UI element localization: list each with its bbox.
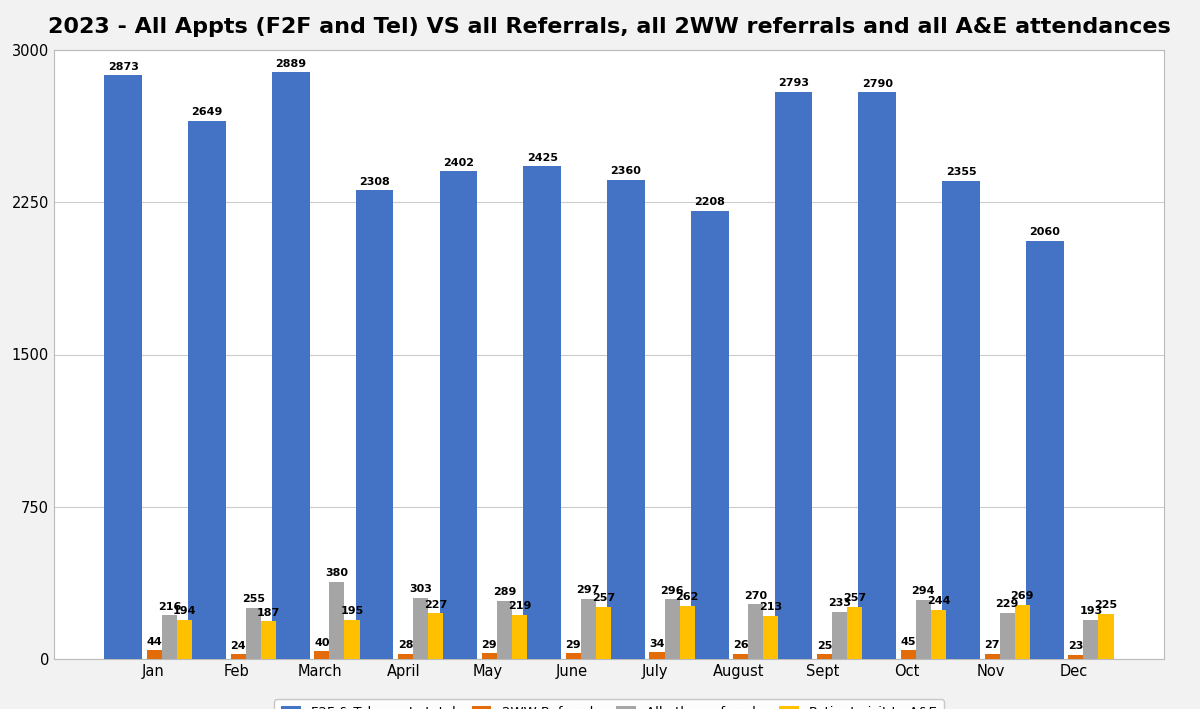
Bar [775, 91, 812, 659]
Bar [512, 615, 527, 659]
Bar [104, 75, 142, 659]
Bar [355, 190, 394, 659]
Text: 216: 216 [157, 602, 181, 612]
Bar [413, 598, 428, 659]
Text: 24: 24 [230, 641, 246, 651]
Bar [596, 607, 611, 659]
Bar [649, 652, 665, 659]
Text: 29: 29 [565, 640, 581, 650]
Bar [146, 650, 162, 659]
Text: 2425: 2425 [527, 153, 558, 163]
Bar [162, 615, 176, 659]
Bar [1068, 654, 1084, 659]
Bar [482, 654, 497, 659]
Text: 269: 269 [1010, 591, 1034, 601]
Bar [439, 171, 478, 659]
Bar [1084, 620, 1098, 659]
Title: 2023 - All Appts (F2F and Tel) VS all Referrals, all 2WW referrals and all A&E a: 2023 - All Appts (F2F and Tel) VS all Re… [48, 17, 1170, 37]
Text: 2308: 2308 [359, 177, 390, 186]
Text: 270: 270 [744, 591, 767, 601]
Text: 28: 28 [398, 640, 413, 650]
Bar [523, 167, 562, 659]
Bar [329, 582, 344, 659]
Bar [188, 121, 226, 659]
Text: 34: 34 [649, 639, 665, 649]
Bar [246, 608, 260, 659]
Bar [1026, 240, 1063, 659]
Bar [272, 72, 310, 659]
Text: 380: 380 [325, 569, 348, 579]
Text: 294: 294 [912, 586, 935, 596]
Text: 296: 296 [660, 586, 684, 596]
Text: 44: 44 [146, 637, 162, 647]
Text: 25: 25 [817, 641, 833, 651]
Text: 2355: 2355 [946, 167, 977, 177]
Text: 262: 262 [676, 593, 698, 603]
Bar [1000, 613, 1015, 659]
Text: 195: 195 [341, 606, 364, 616]
Bar [832, 612, 847, 659]
Text: 2790: 2790 [862, 79, 893, 89]
Bar [942, 181, 980, 659]
Bar [314, 652, 329, 659]
Text: 244: 244 [926, 596, 950, 606]
Bar [607, 179, 644, 659]
Text: 257: 257 [844, 593, 866, 603]
Bar [1098, 614, 1114, 659]
Text: 2402: 2402 [443, 157, 474, 167]
Bar [691, 211, 728, 659]
Text: 219: 219 [508, 601, 532, 611]
Text: 257: 257 [592, 593, 614, 603]
Text: 227: 227 [424, 600, 448, 610]
Text: 2360: 2360 [611, 166, 642, 176]
Bar [984, 654, 1000, 659]
Bar [565, 654, 581, 659]
Text: 27: 27 [984, 640, 1000, 650]
Text: 187: 187 [257, 608, 280, 618]
Bar [1015, 605, 1030, 659]
Text: 40: 40 [314, 637, 330, 647]
Text: 303: 303 [409, 584, 432, 594]
Text: 2060: 2060 [1030, 227, 1061, 237]
Text: 2208: 2208 [695, 197, 725, 207]
Text: 2873: 2873 [108, 62, 139, 72]
Bar [497, 601, 512, 659]
Text: 2793: 2793 [778, 78, 809, 88]
Bar [916, 600, 931, 659]
Bar [581, 599, 596, 659]
Text: 193: 193 [1079, 606, 1103, 617]
Bar [901, 650, 916, 659]
Legend: F2F & Tele appts total, 2WW Referrals, All other referrals, Patient visit to A&E: F2F & Tele appts total, 2WW Referrals, A… [274, 699, 944, 709]
Bar [763, 616, 779, 659]
Text: 297: 297 [576, 586, 600, 596]
Text: 233: 233 [828, 598, 851, 608]
Bar [230, 654, 246, 659]
Text: 29: 29 [481, 640, 497, 650]
Bar [817, 654, 832, 659]
Bar [847, 607, 863, 659]
Text: 26: 26 [733, 640, 749, 650]
Bar [665, 599, 679, 659]
Bar [398, 654, 413, 659]
Bar [428, 613, 443, 659]
Bar [679, 606, 695, 659]
Text: 23: 23 [1068, 641, 1084, 651]
Bar [260, 621, 276, 659]
Text: 225: 225 [1094, 600, 1117, 610]
Text: 255: 255 [241, 594, 265, 604]
Bar [733, 654, 749, 659]
Text: 45: 45 [900, 637, 916, 647]
Text: 213: 213 [760, 603, 782, 613]
Bar [931, 610, 946, 659]
Bar [749, 605, 763, 659]
Text: 289: 289 [493, 587, 516, 597]
Text: 2649: 2649 [191, 107, 223, 117]
Bar [344, 620, 360, 659]
Bar [858, 92, 896, 659]
Text: 229: 229 [996, 599, 1019, 609]
Bar [176, 620, 192, 659]
Text: 194: 194 [173, 606, 197, 616]
Text: 2889: 2889 [275, 59, 306, 69]
